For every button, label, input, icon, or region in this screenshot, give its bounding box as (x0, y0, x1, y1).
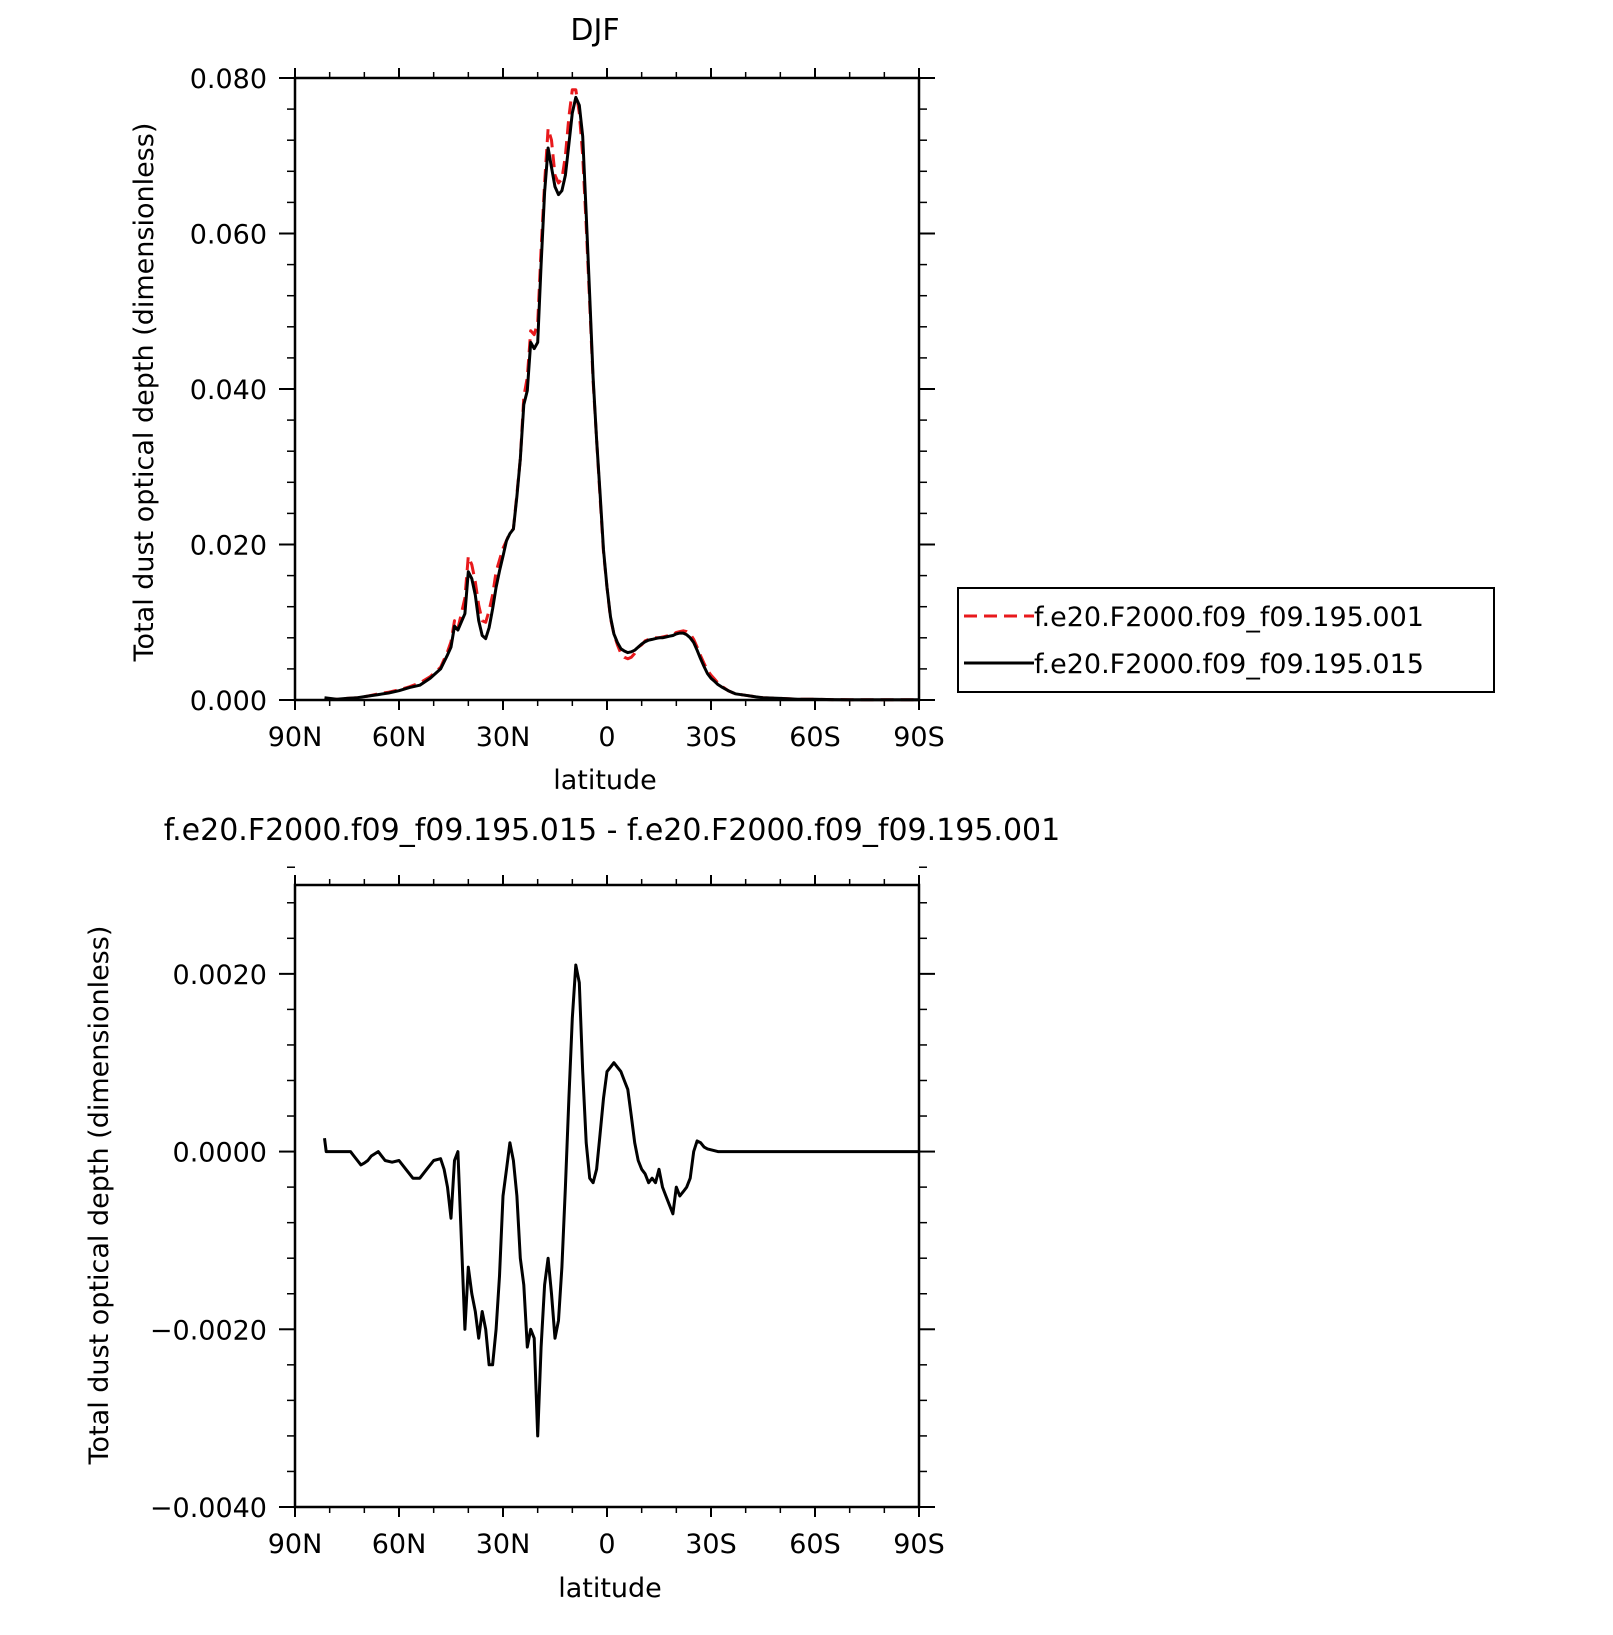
y-tick-label: 0.080 (190, 64, 267, 95)
bottom-axis-ticks (279, 866, 935, 1517)
bottom-chart-panel: f.e20.F2000.f09_f09.195.015 - f.e20.F200… (84, 813, 1060, 1604)
y-tick-label: 0.020 (190, 531, 267, 562)
y-tick-label: 0.040 (190, 375, 267, 406)
top-series-lines (324, 88, 919, 702)
y-tick-label: 0.0000 (173, 1138, 267, 1169)
series-line-0 (324, 88, 919, 702)
x-tick-label: 0 (598, 722, 615, 753)
x-tick-label: 60N (372, 1529, 427, 1560)
x-tick-label: 0 (598, 1529, 615, 1560)
x-tick-label: 30N (476, 722, 531, 753)
top-chart-panel: DJF 90N 60N 30N 0 30S 60S 90S 0.0000.0200.0400… (129, 13, 945, 796)
x-tick-label: 60S (789, 1529, 841, 1560)
x-tick-label: 90N (268, 722, 323, 753)
top-x-axis-label: latitude (553, 765, 657, 796)
top-y-tick-labels: 0.000 0.020 0.040 0.060 0.080 (190, 64, 267, 717)
top-x-tick-labels: 90N 60N 30N 0 30S 60S 90S (268, 722, 945, 753)
x-tick-label: 60S (789, 722, 841, 753)
y-tick-label: −0.0020 (150, 1315, 267, 1346)
bottom-y-tick-labels: −0.0040 −0.0020 0.0000 0.0020 (150, 960, 267, 1524)
series-line-0 (323, 963, 919, 1438)
x-tick-label: 30S (685, 722, 737, 753)
x-tick-label: 60N (372, 722, 427, 753)
legend-label-control: f.e20.F2000.f09_f09.195.001 (1034, 602, 1424, 633)
x-tick-label: 90N (268, 1529, 323, 1560)
x-tick-label: 90S (893, 1529, 945, 1560)
top-axis-ticks (279, 68, 935, 710)
y-tick-label: −0.0040 (150, 1493, 267, 1524)
x-tick-label: 30S (685, 1529, 737, 1560)
y-tick-label: 0.0020 (173, 960, 267, 991)
legend: f.e20.F2000.f09_f09.195.001 f.e20.F2000.… (957, 587, 1495, 693)
top-chart-title: DJF (570, 13, 619, 48)
bottom-series-lines (323, 963, 919, 1438)
y-tick-label: 0.060 (190, 220, 267, 251)
bottom-plot-frame (293, 883, 921, 1509)
legend-label-experiment: f.e20.F2000.f09_f09.195.015 (1034, 649, 1424, 680)
bottom-x-axis-label: latitude (558, 1573, 662, 1604)
series-line-1 (324, 95, 919, 702)
top-plot-frame (293, 76, 921, 702)
y-tick-label: 0.000 (190, 686, 267, 717)
x-tick-label: 90S (893, 722, 945, 753)
x-tick-label: 30N (476, 1529, 531, 1560)
bottom-chart-title: f.e20.F2000.f09_f09.195.015 - f.e20.F200… (164, 813, 1060, 848)
bottom-y-axis-label: Total dust optical depth (dimensionless) (84, 926, 115, 1466)
bottom-x-tick-labels: 90N 60N 30N 0 30S 60S 90S (268, 1529, 945, 1560)
legend-box (957, 587, 1495, 693)
top-y-axis-label: Total dust optical depth (dimensionless) (129, 123, 160, 663)
